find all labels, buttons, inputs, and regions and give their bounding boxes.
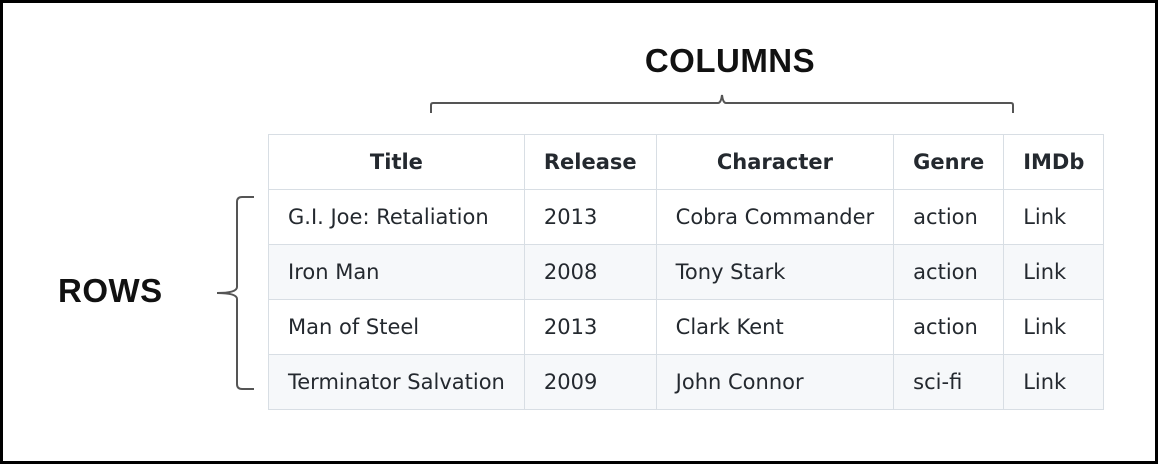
cell-imdb-link[interactable]: Link bbox=[1003, 354, 1105, 410]
table-header-row: Title Release Character Genre IMDb bbox=[268, 134, 1105, 190]
cell-release: 2013 bbox=[523, 299, 657, 355]
cell-genre: action bbox=[893, 244, 1005, 300]
cell-genre: sci-fi bbox=[893, 354, 1005, 410]
cell-imdb-link[interactable]: Link bbox=[1003, 189, 1105, 245]
table-row: Iron Man 2008 Tony Stark action Link bbox=[268, 244, 1105, 300]
header-imdb: IMDb bbox=[1003, 134, 1105, 190]
cell-imdb-link[interactable]: Link bbox=[1003, 299, 1105, 355]
cell-character: John Connor bbox=[655, 354, 895, 410]
cell-title: Terminator Salvation bbox=[268, 354, 525, 410]
cell-release: 2008 bbox=[523, 244, 657, 300]
cell-character: Clark Kent bbox=[655, 299, 895, 355]
cell-character: Tony Stark bbox=[655, 244, 895, 300]
rows-label: ROWS bbox=[58, 272, 163, 309]
cell-release: 2009 bbox=[523, 354, 657, 410]
cell-title: Man of Steel bbox=[268, 299, 525, 355]
cell-title: G.I. Joe: Retaliation bbox=[268, 189, 525, 245]
header-release: Release bbox=[523, 134, 657, 190]
cell-genre: action bbox=[893, 189, 1005, 245]
header-title: Title bbox=[268, 134, 525, 190]
cell-genre: action bbox=[893, 299, 1005, 355]
movie-table: Title Release Character Genre IMDb G.I. … bbox=[268, 134, 1105, 410]
cell-character: Cobra Commander bbox=[655, 189, 895, 245]
cell-imdb-link[interactable]: Link bbox=[1003, 244, 1105, 300]
header-genre: Genre bbox=[893, 134, 1005, 190]
cell-release: 2013 bbox=[523, 189, 657, 245]
columns-label: COLUMNS bbox=[644, 42, 816, 79]
cell-title: Iron Man bbox=[268, 244, 525, 300]
header-character: Character bbox=[655, 134, 895, 190]
table-row: Man of Steel 2013 Clark Kent action Link bbox=[268, 299, 1105, 355]
table-row: Terminator Salvation 2009 John Connor sc… bbox=[268, 354, 1105, 410]
table-row: G.I. Joe: Retaliation 2013 Cobra Command… bbox=[268, 189, 1105, 245]
